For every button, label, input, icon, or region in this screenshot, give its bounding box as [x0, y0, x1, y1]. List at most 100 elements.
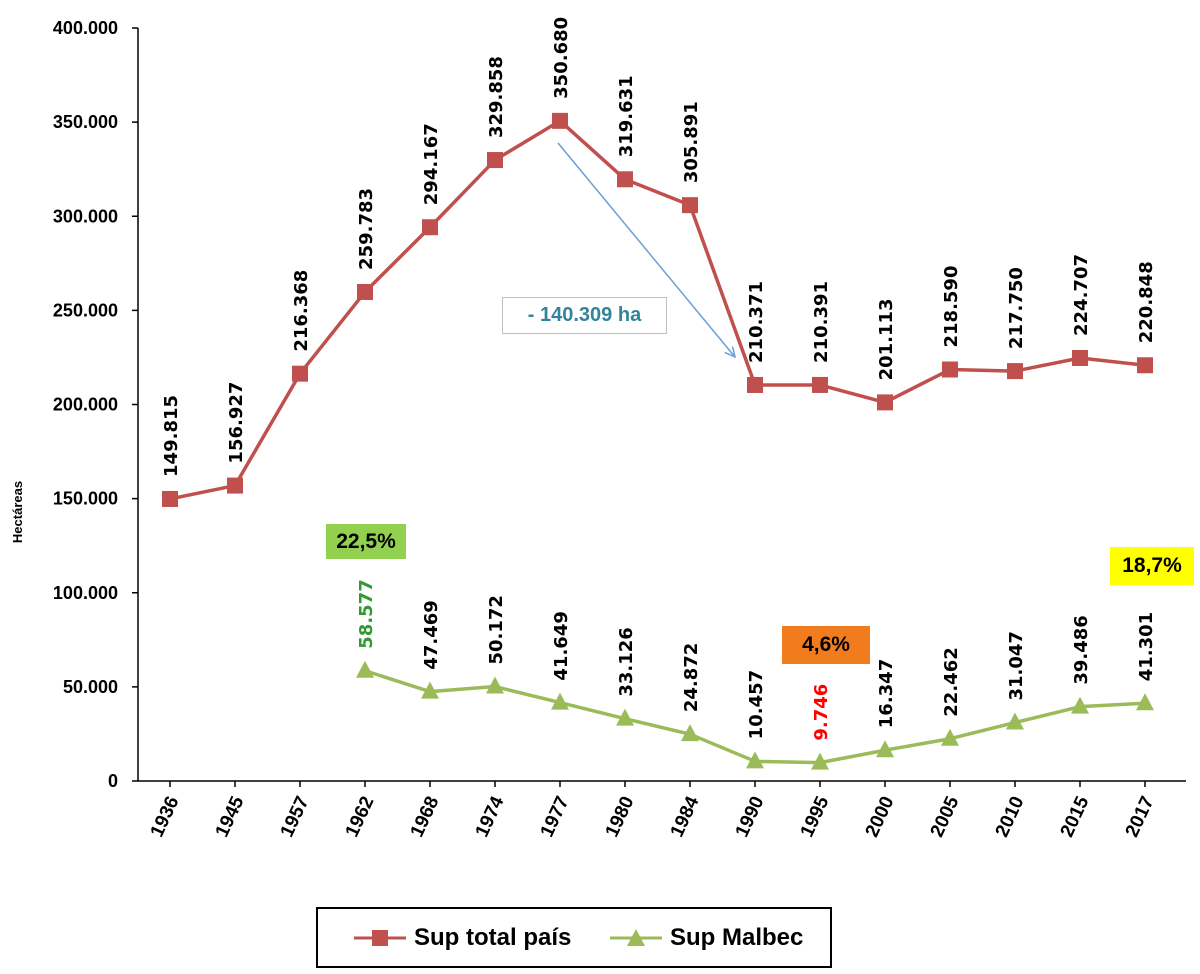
y-tick-label: 150.000	[53, 489, 118, 509]
square-point	[1007, 363, 1023, 380]
triangle-point	[681, 724, 699, 742]
data-label: 9.746	[811, 684, 832, 741]
y-tick-label: 300.000	[53, 206, 118, 226]
series-line	[169, 119, 1146, 501]
x-tick-label: 2000	[862, 793, 899, 840]
data-label: 149.815	[161, 395, 182, 477]
x-tick-label: 2015	[1057, 793, 1094, 841]
x-tick-label: 1977	[537, 793, 574, 840]
data-label: 41.301	[1136, 612, 1157, 681]
square-point	[682, 197, 698, 214]
square-point	[617, 171, 633, 188]
x-tick-label: 2010	[992, 793, 1029, 840]
y-tick-label: 400.000	[53, 18, 118, 38]
drop-annotation: - 140.309 ha	[502, 297, 667, 334]
y-tick-label: 200.000	[53, 395, 118, 415]
data-label: 31.047	[1006, 631, 1027, 700]
data-label: 41.649	[551, 611, 572, 680]
data-label: 24.872	[681, 643, 702, 712]
data-label: 33.126	[616, 627, 637, 696]
x-tick-label: 1968	[407, 793, 444, 840]
x-tick-label: 1995	[797, 793, 834, 841]
data-label: 305.891	[681, 101, 702, 183]
line-chart: 0 50.000 100.000 150.000 200.000 250.000 300.0…	[10, 17, 1186, 841]
legend-item-total: Sup total país	[352, 923, 571, 953]
data-label: 22.462	[941, 647, 962, 716]
x-tick-label: 1990	[732, 793, 769, 840]
y-tick-label: 250.000	[53, 300, 118, 320]
triangle-point	[941, 728, 959, 746]
legend-item-malbec: Sup Malbec	[608, 923, 803, 953]
triangle-point	[421, 681, 439, 699]
y-axis-label: Hectáreas	[10, 481, 25, 543]
x-tick-label: 2017	[1122, 793, 1159, 840]
x-tick-label: 1980	[602, 793, 639, 840]
square-point	[942, 361, 958, 378]
triangle-point	[551, 692, 569, 710]
data-label: 259.783	[356, 188, 377, 270]
data-label: 58.577	[356, 579, 377, 648]
triangle-point	[1006, 712, 1024, 730]
pct-badge-1995-text: 4,6%	[802, 633, 850, 656]
x-tick-label: 1974	[472, 793, 509, 841]
data-label: 210.391	[811, 281, 832, 363]
data-label: 220.848	[1136, 261, 1157, 343]
legend-triangle-marker-icon	[610, 929, 662, 946]
data-label: 350.680	[551, 17, 572, 99]
x-tick-label: 2005	[927, 793, 964, 841]
triangle-point	[486, 676, 504, 694]
legend-label-total: Sup total país	[414, 924, 572, 951]
x-tick-label: 1962	[342, 793, 379, 840]
square-point	[877, 394, 893, 411]
square-point	[1072, 349, 1088, 366]
data-label: 47.469	[421, 600, 442, 669]
x-tick-label: 1936	[147, 793, 184, 840]
square-point	[552, 112, 568, 129]
square-point	[812, 376, 828, 393]
data-label: 294.167	[421, 123, 442, 205]
x-tick-label: 1945	[212, 793, 249, 841]
legend-square-marker-icon	[354, 930, 406, 946]
triangle-point	[356, 660, 374, 678]
x-tick-label: 1984	[667, 793, 704, 841]
y-tick-label: 0	[108, 771, 118, 791]
pct-badge-1962-text: 22,5%	[336, 529, 396, 553]
data-label: 217.750	[1006, 267, 1027, 349]
y-tick-label: 350.000	[53, 112, 118, 132]
data-label: 329.858	[486, 56, 507, 138]
triangle-point	[876, 740, 894, 758]
data-label: 224.707	[1071, 254, 1092, 336]
drop-annotation-text: - 140.309 ha	[527, 304, 642, 326]
data-label: 10.457	[746, 670, 767, 739]
data-label: 16.347	[876, 659, 897, 728]
square-point	[357, 283, 373, 300]
triangle-point	[746, 751, 764, 769]
square-point	[227, 477, 243, 494]
pct-badge-1995: 4,6%	[782, 626, 870, 664]
pct-badge-2017-text: 18,7%	[1122, 554, 1182, 577]
data-label: 39.486	[1071, 615, 1092, 684]
y-tick-label: 100.000	[53, 583, 118, 603]
y-tick-label: 50.000	[63, 677, 118, 697]
legend-label-malbec: Sup Malbec	[670, 924, 804, 951]
data-label: 50.172	[486, 595, 507, 664]
data-label: 216.368	[291, 270, 312, 352]
data-label: 201.113	[876, 298, 897, 380]
data-label: 319.631	[616, 75, 637, 157]
square-point	[487, 152, 503, 169]
x-tick-label: 1957	[277, 793, 314, 840]
drop-arrow	[557, 142, 735, 357]
square-point	[747, 376, 763, 393]
triangle-point	[811, 752, 829, 770]
pct-badge-2017: 18,7%	[1110, 547, 1194, 585]
square-point	[422, 219, 438, 236]
data-label: 156.927	[226, 382, 247, 464]
triangle-point	[616, 708, 634, 726]
data-label: 210.371	[746, 281, 767, 363]
triangle-point	[1071, 696, 1089, 714]
square-point	[1137, 357, 1153, 374]
square-point	[292, 365, 308, 382]
data-label: 218.590	[941, 266, 962, 348]
legend: Sup total país Sup Malbec	[316, 907, 832, 968]
square-point	[162, 490, 178, 507]
